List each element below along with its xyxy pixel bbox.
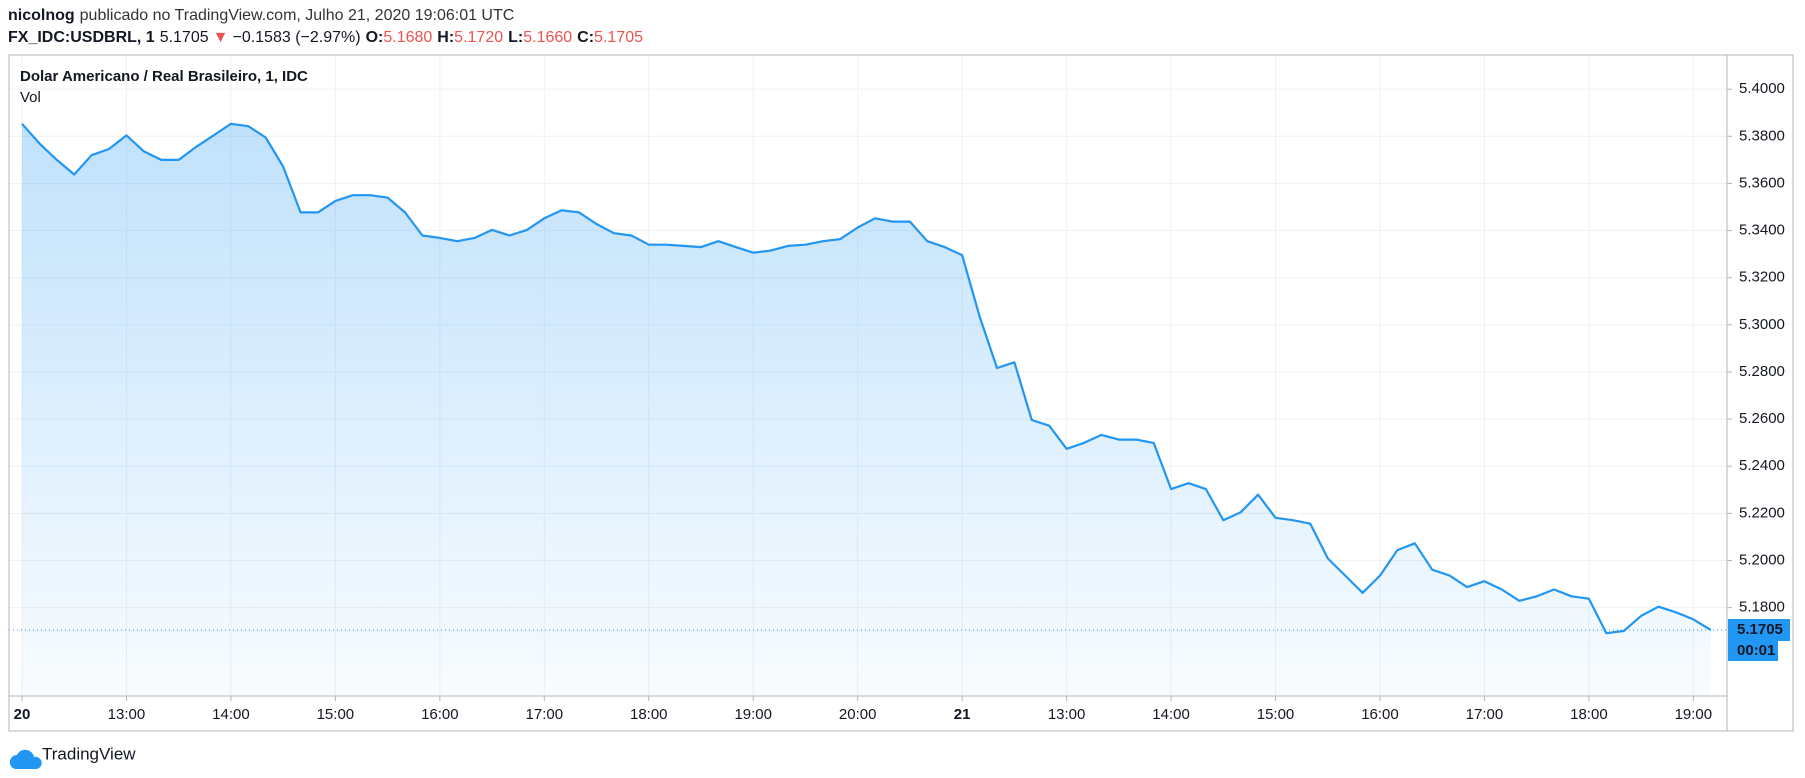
change-arrow: ▼ [213, 29, 229, 46]
y-tick-label: 5.2000 [1739, 551, 1785, 568]
y-tick-label: 5.3000 [1739, 316, 1785, 333]
x-tick-label: 15:00 [1257, 706, 1295, 723]
marks [9, 122, 1727, 697]
brand: TradingView [42, 744, 136, 763]
price-tag-label: 5.1705 [1737, 621, 1783, 638]
countdown-tag [1728, 641, 1778, 662]
low: 5.1660 [523, 29, 572, 46]
high-label: H: [437, 29, 454, 46]
y-tick-label: 5.1800 [1739, 599, 1785, 616]
y-tick-label: 5.2200 [1739, 504, 1785, 521]
y-tick-label: 5.3200 [1739, 269, 1785, 286]
close-label: C: [577, 29, 594, 46]
x-tick-label: 20 [14, 706, 31, 723]
x-tick-label: 16:00 [421, 706, 459, 723]
x-tick-label: 19:00 [734, 706, 772, 723]
header-line-1: nicolnog publicado no TradingView.com, Ju… [8, 7, 514, 24]
x-tick-label: 18:00 [1570, 706, 1608, 723]
y-tick-label: 5.2600 [1739, 410, 1785, 427]
header-line-2: FX_IDC:USDBRL, 1 5.1705 ▼ −0.1583 (−2.97%) O… [8, 29, 643, 46]
price-tag [1728, 619, 1790, 642]
low-label: L: [508, 29, 523, 46]
x-tick-label: 20:00 [839, 706, 877, 723]
symbol: FX_IDC:USDBRL, 1 [8, 29, 155, 46]
x-tick-label: 19:00 [1675, 706, 1713, 723]
y-tick-label: 5.3400 [1739, 222, 1785, 239]
open: 5.1680 [383, 29, 432, 46]
x-tick-label: 14:00 [212, 706, 250, 723]
y-tick-label: 5.3800 [1739, 127, 1785, 144]
chart-title: Dolar Americano / Real Brasileiro, 1, ID… [20, 68, 308, 85]
open-label: O: [366, 29, 384, 46]
y-tick-label: 5.4000 [1739, 80, 1785, 97]
x-tick-label: 13:00 [108, 706, 146, 723]
change: −0.1583 (−2.97%) [232, 29, 360, 46]
price-line [21, 122, 1712, 635]
high: 5.1720 [454, 29, 503, 46]
x-tick-label: 17:00 [526, 706, 564, 723]
brand-logo [9, 749, 42, 769]
author: nicolnog [8, 7, 75, 24]
x-tick-label: 13:00 [1048, 706, 1086, 723]
y-tick-label: 5.2800 [1739, 363, 1785, 380]
x-tick-label: 17:00 [1466, 706, 1504, 723]
area-fill [22, 123, 1711, 697]
axis: 5.1800 5.2000 5.2200 5.2400 5.2600 5.2800 5.30… [14, 80, 1790, 723]
volume-label: Vol [20, 89, 41, 106]
chart-frame [8, 54, 1794, 732]
x-tick-label: 14:00 [1152, 706, 1190, 723]
published: publicado no TradingView.com, Julho 21, … [80, 7, 515, 24]
x-tick-label: 15:00 [317, 706, 355, 723]
price: 5.1705 [160, 29, 209, 46]
countdown-label: 00:01 [1737, 642, 1775, 659]
y-tick-label: 5.3600 [1739, 174, 1785, 191]
x-tick-label: 18:00 [630, 706, 668, 723]
y-tick-label: 5.2400 [1739, 457, 1785, 474]
x-tick-label: 16:00 [1361, 706, 1399, 723]
x-tick-label: 21 [954, 706, 971, 723]
close: 5.1705 [594, 29, 643, 46]
